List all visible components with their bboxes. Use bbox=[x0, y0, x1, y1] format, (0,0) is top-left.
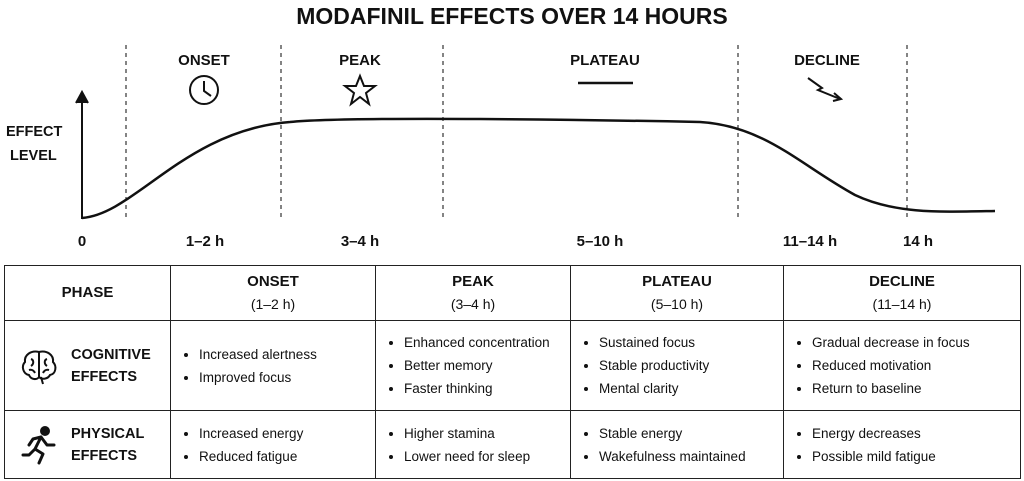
row-label: PHYSICAL EFFECTS bbox=[5, 423, 170, 467]
phase-name: PEAK bbox=[452, 273, 494, 290]
phase-dividers bbox=[125, 45, 908, 218]
star-icon bbox=[342, 73, 378, 107]
phase-range: (1–2 h) bbox=[250, 296, 296, 312]
effect-list: Gradual decrease in focusReduced motivat… bbox=[784, 331, 1020, 400]
table-row: COGNITIVE EFFECTS Increased alertnessImpro… bbox=[4, 320, 1021, 411]
effect-list: Enhanced concentrationBetter memoryFaste… bbox=[376, 331, 570, 400]
effect-item: Increased alertness bbox=[199, 343, 375, 366]
effect-curve bbox=[81, 117, 996, 220]
row-label-line: PHYSICAL bbox=[71, 425, 145, 442]
row-label-cell: PHYSICAL EFFECTS bbox=[4, 410, 171, 479]
phase-range: (5–10 h) bbox=[650, 296, 704, 312]
time-label: 1–2 h bbox=[186, 233, 224, 250]
effect-cell: Stable energyWakefulness maintained bbox=[570, 410, 784, 479]
column-header: ONSET (1–2 h) bbox=[170, 265, 376, 321]
column-header: PLATEAU (5–10 h) bbox=[570, 265, 784, 321]
effect-item: Improved focus bbox=[199, 366, 375, 389]
effect-item: Stable energy bbox=[599, 422, 783, 445]
runner-icon bbox=[21, 425, 56, 464]
effect-list: Energy decreasesPossible mild fatigue bbox=[784, 422, 1020, 468]
effect-cell: Increased energyReduced fatigue bbox=[170, 410, 376, 479]
column-header: PEAK (3–4 h) bbox=[375, 265, 571, 321]
effect-cell: Increased alertnessImproved focus bbox=[170, 320, 376, 411]
effect-item: Faster thinking bbox=[404, 377, 570, 400]
phase-label: PLATEAU bbox=[570, 52, 640, 69]
header-row: PHASE ONSET (1–2 h) PEAK (3–4 h) PLATEAU (5–1… bbox=[4, 265, 1021, 321]
row-label-cell: COGNITIVE EFFECTS bbox=[4, 320, 171, 411]
title: MODAFINIL EFFECTS OVER 14 HOURS bbox=[296, 3, 728, 29]
effect-cell: Gradual decrease in focusReduced motivat… bbox=[783, 320, 1021, 411]
phase-name: ONSET bbox=[247, 273, 299, 290]
effect-item: Higher stamina bbox=[404, 422, 570, 445]
table-row: PHYSICAL EFFECTS Increased energyReduced f… bbox=[4, 410, 1021, 479]
effect-item: Stable productivity bbox=[599, 354, 783, 377]
effect-item: Energy decreases bbox=[812, 422, 1020, 445]
effect-item: Gradual decrease in focus bbox=[812, 331, 1020, 354]
row-label-text: PHYSICAL EFFECTS bbox=[71, 423, 144, 467]
effect-item: Enhanced concentration bbox=[404, 331, 570, 354]
effect-list: Higher staminaLower need for sleep bbox=[376, 422, 570, 468]
time-label: 3–4 h bbox=[341, 233, 379, 250]
effect-list: Stable energyWakefulness maintained bbox=[571, 422, 783, 468]
time-label: 11–14 h bbox=[783, 233, 837, 250]
effect-list: Sustained focusStable productivityMental… bbox=[571, 331, 783, 400]
effect-item: Increased energy bbox=[199, 422, 375, 445]
phase-name: DECLINE bbox=[869, 273, 935, 290]
time-label: 0 bbox=[78, 233, 86, 250]
effect-item: Reduced fatigue bbox=[199, 445, 375, 468]
effect-cell: Higher staminaLower need for sleep bbox=[375, 410, 571, 479]
effect-cell: Sustained focusStable productivityMental… bbox=[570, 320, 784, 411]
effect-item: Wakefulness maintained bbox=[599, 445, 783, 468]
phase-range: (11–14 h) bbox=[872, 296, 932, 312]
corner-label: PHASE bbox=[61, 284, 114, 301]
axes bbox=[75, 89, 89, 219]
row-label-line: EFFECTS bbox=[71, 447, 138, 464]
brain-icon bbox=[21, 350, 57, 384]
effect-cell: Enhanced concentrationBetter memoryFaste… bbox=[375, 320, 571, 411]
effect-item: Possible mild fatigue bbox=[812, 445, 1020, 468]
row-label-line: COGNITIVE bbox=[71, 346, 151, 363]
clock-icon bbox=[189, 75, 219, 105]
effect-cell: Energy decreasesPossible mild fatigue bbox=[783, 410, 1021, 479]
effect-list: Increased alertnessImproved focus bbox=[171, 343, 375, 389]
time-label: 5–10 h bbox=[577, 233, 624, 250]
phase-label: ONSET bbox=[178, 52, 230, 69]
effect-item: Mental clarity bbox=[599, 377, 783, 400]
effects-table: PHASE ONSET (1–2 h) PEAK (3–4 h) PLATEAU (5–1… bbox=[4, 265, 1021, 479]
effect-list: Increased energyReduced fatigue bbox=[171, 422, 375, 468]
effect-item: Return to baseline bbox=[812, 377, 1020, 400]
column-header: DECLINE (11–14 h) bbox=[783, 265, 1021, 321]
timeline-chart: MODAFINIL EFFECTS OVER 14 HOURS EFFECT L… bbox=[6, 3, 996, 250]
y-axis-label: LEVEL bbox=[10, 148, 57, 164]
phase-label: PEAK bbox=[339, 52, 381, 69]
phase-range: (3–4 h) bbox=[450, 296, 496, 312]
row-label-line: EFFECTS bbox=[71, 368, 138, 385]
corner-cell: PHASE bbox=[4, 265, 171, 321]
row-label: COGNITIVE EFFECTS bbox=[5, 344, 170, 388]
phase-name: PLATEAU bbox=[642, 273, 712, 290]
time-label: 14 h bbox=[903, 233, 933, 250]
effect-item: Lower need for sleep bbox=[404, 445, 570, 468]
y-axis-label: EFFECT bbox=[6, 124, 63, 140]
decline-icon bbox=[807, 77, 844, 102]
effect-item: Reduced motivation bbox=[812, 354, 1020, 377]
effect-item: Better memory bbox=[404, 354, 570, 377]
effect-item: Sustained focus bbox=[599, 331, 783, 354]
row-label-text: COGNITIVE EFFECTS bbox=[71, 344, 151, 388]
phase-label: DECLINE bbox=[794, 52, 860, 69]
